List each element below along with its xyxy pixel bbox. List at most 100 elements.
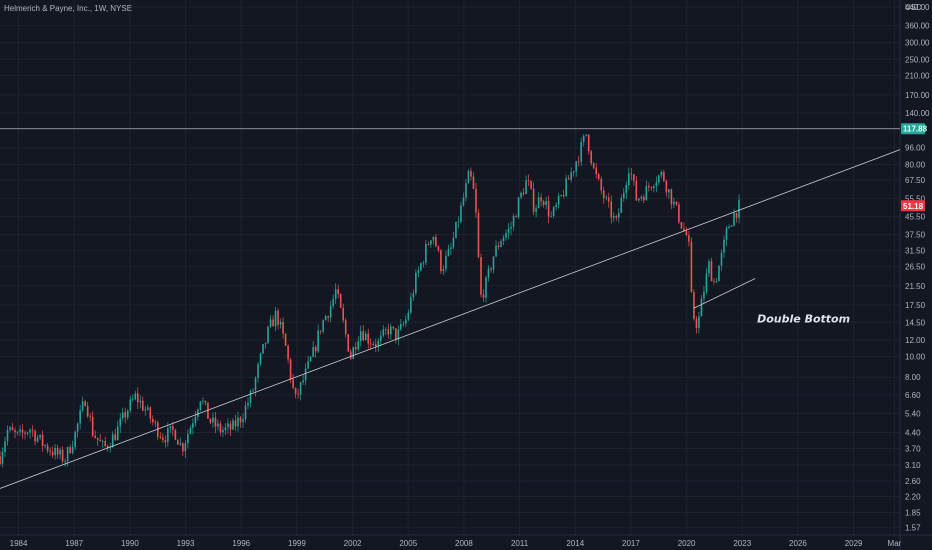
candle-body	[612, 215, 615, 218]
candle-body	[655, 182, 658, 187]
y-tick-label: 96.00	[905, 144, 926, 153]
y-tick-label: 2.20	[905, 492, 921, 501]
candle-body	[362, 331, 365, 341]
candle-body	[101, 441, 104, 442]
candle-body	[167, 428, 169, 443]
candle-body	[154, 422, 157, 423]
candle-body	[244, 405, 247, 420]
candle-body	[287, 345, 289, 360]
y-tick-label: 8.00	[905, 373, 921, 382]
candle-body	[525, 180, 527, 195]
candle-body	[141, 400, 144, 411]
candle-body	[668, 189, 670, 193]
candle-body	[487, 268, 490, 278]
candle-body	[134, 393, 137, 400]
candle-body	[407, 312, 410, 320]
candle-body	[723, 239, 725, 253]
candle-body	[174, 429, 177, 440]
trendline-double-bottom-support[interactable]	[693, 278, 756, 309]
y-tick-label: 80.00	[905, 161, 926, 170]
candle-body	[237, 417, 239, 427]
candle-body	[445, 255, 447, 270]
y-tick-label: 440.00	[905, 3, 930, 12]
candlestick-series	[0, 134, 740, 468]
candle-body	[352, 347, 355, 359]
candle-body	[264, 342, 267, 344]
candle-body	[129, 399, 132, 411]
candle-body	[650, 187, 653, 188]
candle-body	[149, 407, 152, 419]
candle-body	[242, 419, 244, 423]
candle-body	[615, 215, 618, 218]
x-tick-label: 2011	[511, 539, 529, 548]
annotation-text[interactable]: Double Bottom	[757, 312, 850, 325]
candle-body	[640, 196, 643, 199]
candle-body	[106, 445, 109, 448]
candle-body	[700, 298, 703, 317]
x-tick-label: 2008	[455, 539, 473, 548]
time-axis[interactable]: 1984 1987 1990 1993 1996 1999 2002 2005 2008 2011…	[10, 539, 902, 548]
candle-body	[497, 245, 500, 247]
candle-body	[31, 429, 34, 431]
candle-body	[467, 170, 470, 184]
candle-body	[322, 320, 324, 332]
candle-body	[189, 427, 192, 434]
candle-body	[477, 212, 480, 258]
candle-body	[527, 180, 530, 181]
candle-body	[698, 316, 700, 329]
candle-body	[147, 407, 149, 410]
y-tick-label: 5.40	[905, 410, 921, 419]
candle-body	[309, 356, 312, 362]
drawing-layer: Double Bottom	[0, 128, 901, 489]
candle-body	[547, 201, 550, 217]
candle-body	[422, 262, 425, 264]
candle-body	[635, 180, 638, 201]
candle-body	[324, 316, 327, 321]
candle-body	[683, 228, 685, 231]
candle-body	[437, 246, 440, 251]
candle-body	[24, 432, 26, 434]
candle-body	[665, 180, 668, 193]
candle-body	[482, 294, 485, 298]
candle-body	[442, 269, 445, 272]
candle-body	[347, 334, 350, 352]
candle-body	[284, 333, 287, 346]
candle-body	[715, 281, 718, 283]
candle-body	[277, 310, 279, 325]
candle-body	[550, 215, 552, 217]
x-tick-label: 2029	[845, 539, 863, 548]
candle-body	[46, 445, 49, 451]
price-axis[interactable]: 440.00 360.00 300.00 250.00 210.00 170.00 140.…	[901, 3, 930, 533]
candle-body	[512, 216, 515, 227]
candle-body	[364, 333, 367, 341]
candle-body	[565, 178, 567, 197]
x-tick-label: 1987	[65, 539, 83, 548]
candle-body	[222, 430, 224, 433]
candle-body	[733, 212, 735, 226]
candle-body	[725, 228, 728, 240]
candle-body	[139, 400, 142, 403]
candle-body	[274, 310, 277, 327]
trendline-long-term-support[interactable]	[0, 149, 901, 489]
symbol-title: Helmerich & Payne, Inc., 1W, NYSE	[4, 4, 132, 13]
candle-body	[66, 447, 69, 462]
candle-body	[587, 134, 590, 152]
candle-body	[59, 449, 61, 455]
candle-body	[427, 244, 430, 245]
candle-body	[685, 230, 688, 236]
candle-body	[34, 430, 36, 442]
candle-body	[299, 382, 302, 395]
candle-body	[51, 451, 54, 456]
candle-body	[577, 161, 580, 163]
candle-body	[26, 432, 29, 434]
candle-body	[648, 185, 650, 188]
candle-body	[470, 170, 472, 177]
candle-body	[359, 331, 362, 342]
candle-body	[64, 461, 66, 462]
y-tick-label: 1.57	[905, 524, 921, 533]
candle-body	[94, 435, 96, 438]
candle-body	[182, 443, 184, 452]
